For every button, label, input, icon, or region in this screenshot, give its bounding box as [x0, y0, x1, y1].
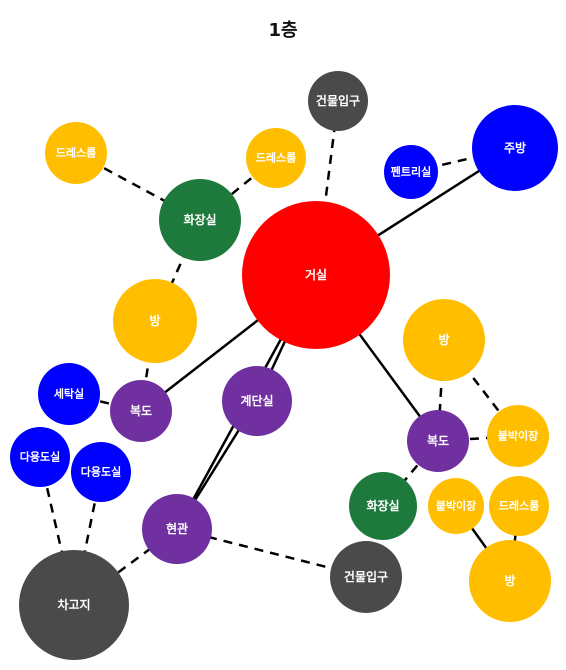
node-label-dress_a: 드레스룸 [56, 146, 96, 160]
node-entry_bottom: 건물입구 [330, 541, 402, 613]
node-label-hall_r: 복도 [427, 434, 449, 448]
node-circle-hall_r [407, 410, 469, 472]
node-label-pantry: 펜트리실 [391, 165, 431, 179]
node-living: 거실 [242, 201, 390, 349]
node-closet_a: 붙박이장 [487, 405, 549, 467]
node-room_r: 방 [403, 299, 485, 381]
node-label-laundry: 세탁실 [54, 387, 84, 401]
node-kitchen: 주방 [472, 105, 558, 191]
node-label-multi_a: 다용도실 [20, 450, 60, 464]
node-pantry: 펜트리실 [384, 145, 438, 199]
node-label-bath_r: 화장실 [366, 498, 399, 513]
node-room_l: 방 [113, 279, 197, 363]
node-circle-multi_a [10, 427, 70, 487]
node-label-foyer: 현관 [166, 521, 188, 536]
node-label-dress_b: 드레스룸 [256, 151, 296, 165]
node-label-closet_b: 붙박이장 [436, 499, 476, 513]
node-room_br: 방 [469, 540, 551, 622]
node-circle-entry_top [308, 71, 368, 131]
node-label-stairs: 계단실 [240, 393, 273, 408]
node-label-kitchen: 주방 [504, 140, 526, 155]
node-foyer: 현관 [142, 494, 212, 564]
node-hall_l: 복도 [110, 380, 172, 442]
node-circle-kitchen [472, 105, 558, 191]
node-label-hall_l: 복도 [130, 404, 152, 418]
node-label-living: 거실 [305, 267, 327, 282]
node-circle-garage [19, 550, 129, 660]
node-label-entry_top: 건물입구 [316, 93, 360, 108]
node-multi_a: 다용도실 [10, 427, 70, 487]
node-circle-room_r [403, 299, 485, 381]
node-circle-bath_l [159, 179, 241, 261]
node-bath_r: 화장실 [349, 472, 417, 540]
node-closet_b: 붙박이장 [428, 478, 484, 534]
node-bath_l: 화장실 [159, 179, 241, 261]
diagram-title: 1층 [268, 20, 298, 41]
node-circle-hall_l [110, 380, 172, 442]
node-circle-closet_a [487, 405, 549, 467]
node-dress_a: 드레스룸 [45, 122, 107, 184]
node-circle-bath_r [349, 472, 417, 540]
node-circle-room_l [113, 279, 197, 363]
node-circle-multi_b [71, 442, 131, 502]
node-label-room_br: 방 [504, 573, 515, 588]
node-multi_b: 다용도실 [71, 442, 131, 502]
node-label-entry_bottom: 건물입구 [344, 569, 388, 584]
node-hall_r: 복도 [407, 410, 469, 472]
node-label-garage: 차고지 [57, 597, 90, 612]
node-label-closet_a: 붙박이장 [498, 429, 538, 443]
node-circle-stairs [222, 366, 292, 436]
node-stairs: 계단실 [222, 366, 292, 436]
node-label-room_r: 방 [438, 332, 449, 347]
node-circle-closet_b [428, 478, 484, 534]
node-label-multi_b: 다용도실 [81, 465, 121, 479]
node-garage: 차고지 [19, 550, 129, 660]
node-circle-foyer [142, 494, 212, 564]
node-label-dress_c: 드레스룸 [499, 499, 539, 513]
node-laundry: 세탁실 [38, 363, 100, 425]
node-dress_b: 드레스룸 [246, 128, 306, 188]
node-dress_c: 드레스룸 [489, 476, 549, 536]
edge-laundry-hall_l [68, 392, 142, 413]
node-label-bath_l: 화장실 [183, 212, 216, 227]
node-circle-pantry [384, 145, 438, 199]
node-circle-dress_b [246, 128, 306, 188]
node-circle-dress_a [45, 122, 107, 184]
node-circle-dress_c [489, 476, 549, 536]
node-circle-room_br [469, 540, 551, 622]
node-entry_top: 건물입구 [308, 71, 368, 131]
node-circle-entry_bottom [330, 541, 402, 613]
node-circle-living [242, 201, 390, 349]
node-circle-laundry [38, 363, 100, 425]
node-label-room_l: 방 [149, 313, 160, 328]
